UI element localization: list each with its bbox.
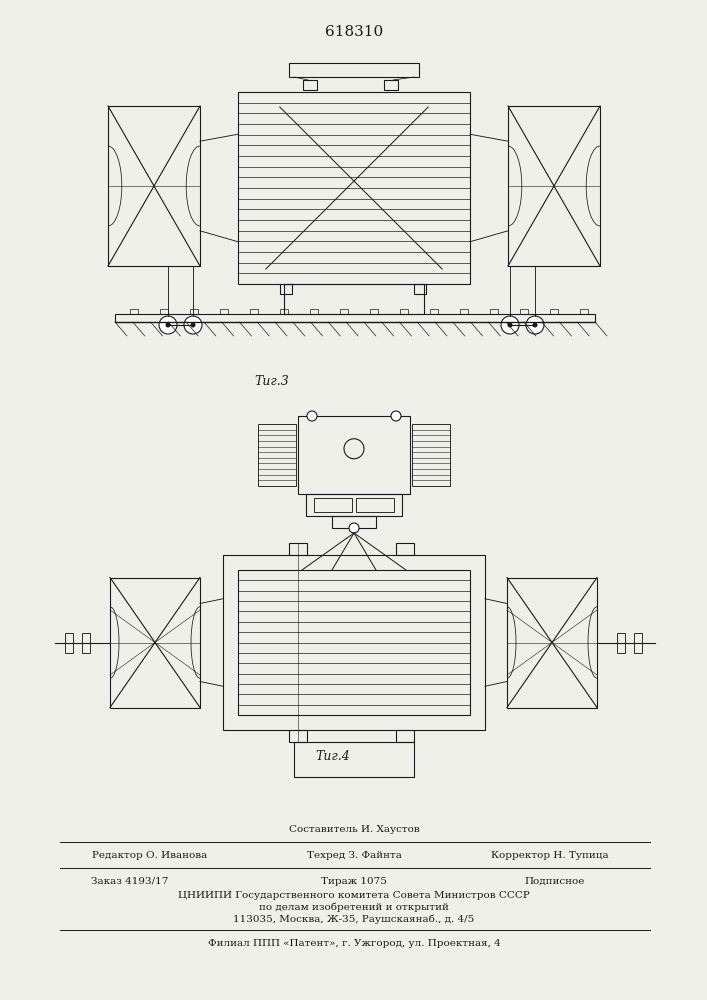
Text: Филиал ППП «Патент», г. Ужгород, ул. Проектная, 4: Филиал ППП «Патент», г. Ужгород, ул. Про…: [208, 938, 501, 948]
Bar: [412, 424, 450, 486]
Bar: [306, 494, 402, 516]
Bar: [284, 284, 424, 314]
Circle shape: [307, 411, 317, 421]
Bar: [340, 309, 348, 314]
Circle shape: [190, 322, 196, 328]
Bar: [490, 309, 498, 314]
Bar: [82, 633, 90, 652]
Bar: [289, 63, 419, 77]
Text: Подписное: Подписное: [525, 876, 585, 886]
Text: Заказ 4193/17: Заказ 4193/17: [91, 876, 169, 886]
Bar: [400, 309, 408, 314]
Text: Корректор Н. Тупица: Корректор Н. Тупица: [491, 852, 609, 860]
Bar: [370, 309, 378, 314]
Text: 618310: 618310: [325, 25, 383, 39]
Bar: [280, 284, 292, 294]
Bar: [238, 570, 470, 715]
Bar: [289, 543, 307, 555]
Bar: [110, 578, 200, 708]
Circle shape: [165, 322, 170, 328]
Bar: [310, 309, 318, 314]
Bar: [220, 309, 228, 314]
Bar: [303, 80, 317, 90]
Bar: [294, 742, 414, 777]
Bar: [634, 633, 642, 652]
Bar: [356, 498, 394, 512]
Bar: [396, 543, 414, 555]
Circle shape: [184, 316, 202, 334]
Bar: [130, 309, 138, 314]
Bar: [396, 730, 414, 742]
Bar: [280, 309, 288, 314]
Bar: [507, 578, 597, 708]
Text: по делам изобретений и открытий: по делам изобретений и открытий: [259, 902, 449, 912]
Bar: [298, 416, 410, 494]
Circle shape: [501, 316, 519, 334]
Bar: [508, 106, 600, 266]
Bar: [65, 633, 73, 652]
Circle shape: [526, 316, 544, 334]
Text: Техред З. Файнта: Техред З. Файнта: [307, 852, 402, 860]
Circle shape: [391, 411, 401, 421]
Bar: [289, 730, 307, 742]
Text: Составитель И. Хаустов: Составитель И. Хаустов: [288, 826, 419, 834]
Bar: [414, 284, 426, 294]
Bar: [258, 424, 296, 486]
Circle shape: [349, 523, 359, 533]
Circle shape: [532, 322, 537, 328]
Bar: [190, 309, 198, 314]
Bar: [223, 555, 485, 730]
Text: 113035, Москва, Ж-35, Раушскаянаб., д. 4/5: 113035, Москва, Ж-35, Раушскаянаб., д. 4…: [233, 914, 474, 924]
Bar: [332, 516, 376, 528]
Bar: [384, 80, 398, 90]
Text: Тираж 1075: Тираж 1075: [321, 876, 387, 886]
Bar: [108, 106, 200, 266]
Circle shape: [508, 322, 513, 328]
Bar: [160, 309, 168, 314]
Text: Τиг.3: Τиг.3: [254, 375, 288, 388]
Text: ЦНИИПИ Государственного комитета Совета Министров СССР: ЦНИИПИ Государственного комитета Совета …: [178, 890, 530, 900]
Bar: [580, 309, 588, 314]
Bar: [550, 309, 558, 314]
Bar: [314, 498, 352, 512]
Bar: [430, 309, 438, 314]
Bar: [520, 309, 528, 314]
Bar: [250, 309, 258, 314]
Bar: [460, 309, 468, 314]
Circle shape: [159, 316, 177, 334]
Bar: [238, 92, 470, 284]
Bar: [115, 314, 595, 322]
Text: Τиг.4: Τиг.4: [315, 750, 350, 763]
Text: Редактор О. Иванова: Редактор О. Иванова: [93, 852, 208, 860]
Bar: [617, 633, 625, 652]
